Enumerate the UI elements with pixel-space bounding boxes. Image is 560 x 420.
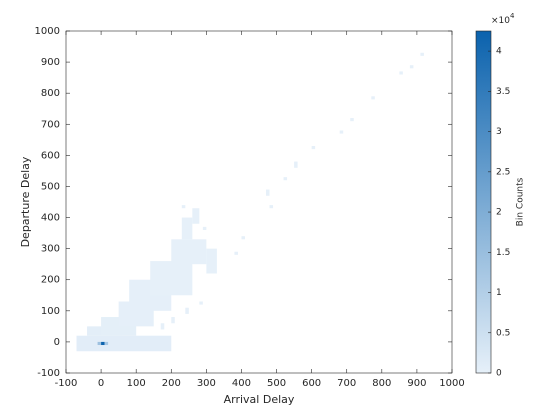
bin-cell xyxy=(181,217,193,240)
x-axis-label: Arrival Delay xyxy=(224,393,295,406)
x-tick-label: 900 xyxy=(407,378,426,389)
bin-cell xyxy=(76,335,172,352)
bin-cell xyxy=(97,341,102,346)
y-tick-label: -100 xyxy=(37,368,60,379)
x-tick-label: 200 xyxy=(162,378,181,389)
colorbar-tick-label: 2 xyxy=(496,208,502,218)
colorbar-tick-label: 0 xyxy=(496,369,502,379)
y-tick-label: 800 xyxy=(41,88,60,99)
bin-cell xyxy=(185,307,189,314)
y-axis-label: Departure Delay xyxy=(19,156,32,247)
colorbar-tick-label: 1 xyxy=(496,288,502,298)
x-tick-label: 1000 xyxy=(439,378,464,389)
colorbar-exponent-power: 4 xyxy=(510,12,515,20)
colorbar-tick-label: 4 xyxy=(496,47,502,57)
x-tick-label: 700 xyxy=(337,378,356,389)
y-tick-label: 400 xyxy=(41,213,60,224)
bin-cell xyxy=(350,118,354,122)
bin-cell xyxy=(202,226,207,230)
y-tick-label: 200 xyxy=(41,275,60,286)
x-tick-label: 0 xyxy=(98,378,104,389)
colorbar-tick-label: 3 xyxy=(496,127,502,137)
y-tick-label: 1000 xyxy=(35,26,60,37)
x-tick-label: 500 xyxy=(267,378,286,389)
x-tick-label: 800 xyxy=(372,378,391,389)
bin-cell xyxy=(192,208,200,224)
bin-cell xyxy=(269,205,274,209)
bin-cell xyxy=(150,261,193,296)
bin-cell xyxy=(409,65,414,69)
x-tick-label: -100 xyxy=(55,378,78,389)
y-tick-label: 600 xyxy=(41,150,60,161)
bin-cell xyxy=(311,146,316,150)
colorbar-label: Bin Counts xyxy=(516,177,526,226)
bin-cell xyxy=(181,205,186,209)
colorbar-exponent: ×104 xyxy=(491,12,515,26)
x-tick-label: 300 xyxy=(197,378,216,389)
y-tick-label: 900 xyxy=(41,57,60,68)
bin-cell xyxy=(294,161,298,168)
bin-cell xyxy=(199,301,203,305)
bin-cell xyxy=(171,239,207,265)
bin-cell xyxy=(420,52,424,56)
y-tick-label: 300 xyxy=(41,244,60,255)
bin-cell xyxy=(206,248,217,274)
colorbar xyxy=(475,30,492,374)
bin-cell xyxy=(399,71,403,75)
y-tick-label: 100 xyxy=(41,306,60,317)
colorbar-tick-label: 3.5 xyxy=(496,87,510,97)
bin-cell xyxy=(283,177,288,181)
x-tick-label: 100 xyxy=(127,378,146,389)
bin-cell xyxy=(266,189,270,196)
bin-cell xyxy=(101,341,105,346)
bin-cell xyxy=(234,251,238,255)
bin-cell xyxy=(160,323,165,330)
y-tick-label: 0 xyxy=(54,337,60,348)
bin-cell xyxy=(371,96,375,100)
x-tick-label: 400 xyxy=(232,378,251,389)
y-tick-label: 500 xyxy=(41,181,60,192)
colorbar-exponent-base: ×10 xyxy=(491,16,510,26)
colorbar-tick-label: 2.5 xyxy=(496,167,510,177)
bin-cell xyxy=(171,317,175,324)
bin-cell xyxy=(241,236,245,240)
bin-cell xyxy=(104,341,109,346)
x-tick-label: 600 xyxy=(302,378,321,389)
colorbar-tick-label: 0.5 xyxy=(496,328,510,338)
colorbar-tick-label: 1.5 xyxy=(496,248,510,258)
plot-box xyxy=(65,30,453,374)
y-tick-label: 700 xyxy=(41,119,60,130)
bin-cell xyxy=(339,130,344,134)
